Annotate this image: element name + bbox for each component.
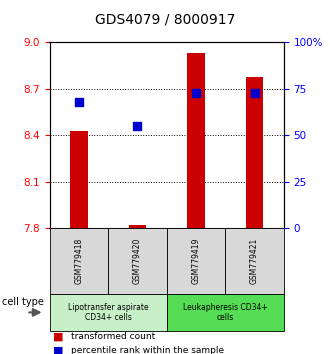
- Text: ■: ■: [53, 331, 63, 341]
- Text: GSM779418: GSM779418: [74, 238, 83, 284]
- Text: GDS4079 / 8000917: GDS4079 / 8000917: [95, 12, 235, 27]
- Text: ■: ■: [53, 346, 63, 354]
- Text: Lipotransfer aspirate
CD34+ cells: Lipotransfer aspirate CD34+ cells: [68, 303, 148, 322]
- Bar: [129, 225, 146, 228]
- Text: GSM779421: GSM779421: [250, 238, 259, 284]
- Text: GSM779419: GSM779419: [191, 238, 200, 284]
- Bar: [187, 53, 205, 228]
- Point: [193, 90, 199, 96]
- Text: GSM779420: GSM779420: [133, 238, 142, 284]
- Point: [76, 99, 82, 105]
- Text: Leukapheresis CD34+
cells: Leukapheresis CD34+ cells: [183, 303, 268, 322]
- Text: cell type: cell type: [2, 297, 44, 308]
- Bar: [70, 131, 87, 228]
- Text: transformed count: transformed count: [71, 332, 155, 341]
- Point: [252, 90, 257, 96]
- Text: percentile rank within the sample: percentile rank within the sample: [71, 346, 224, 354]
- Bar: [246, 76, 263, 228]
- Point: [135, 123, 140, 129]
